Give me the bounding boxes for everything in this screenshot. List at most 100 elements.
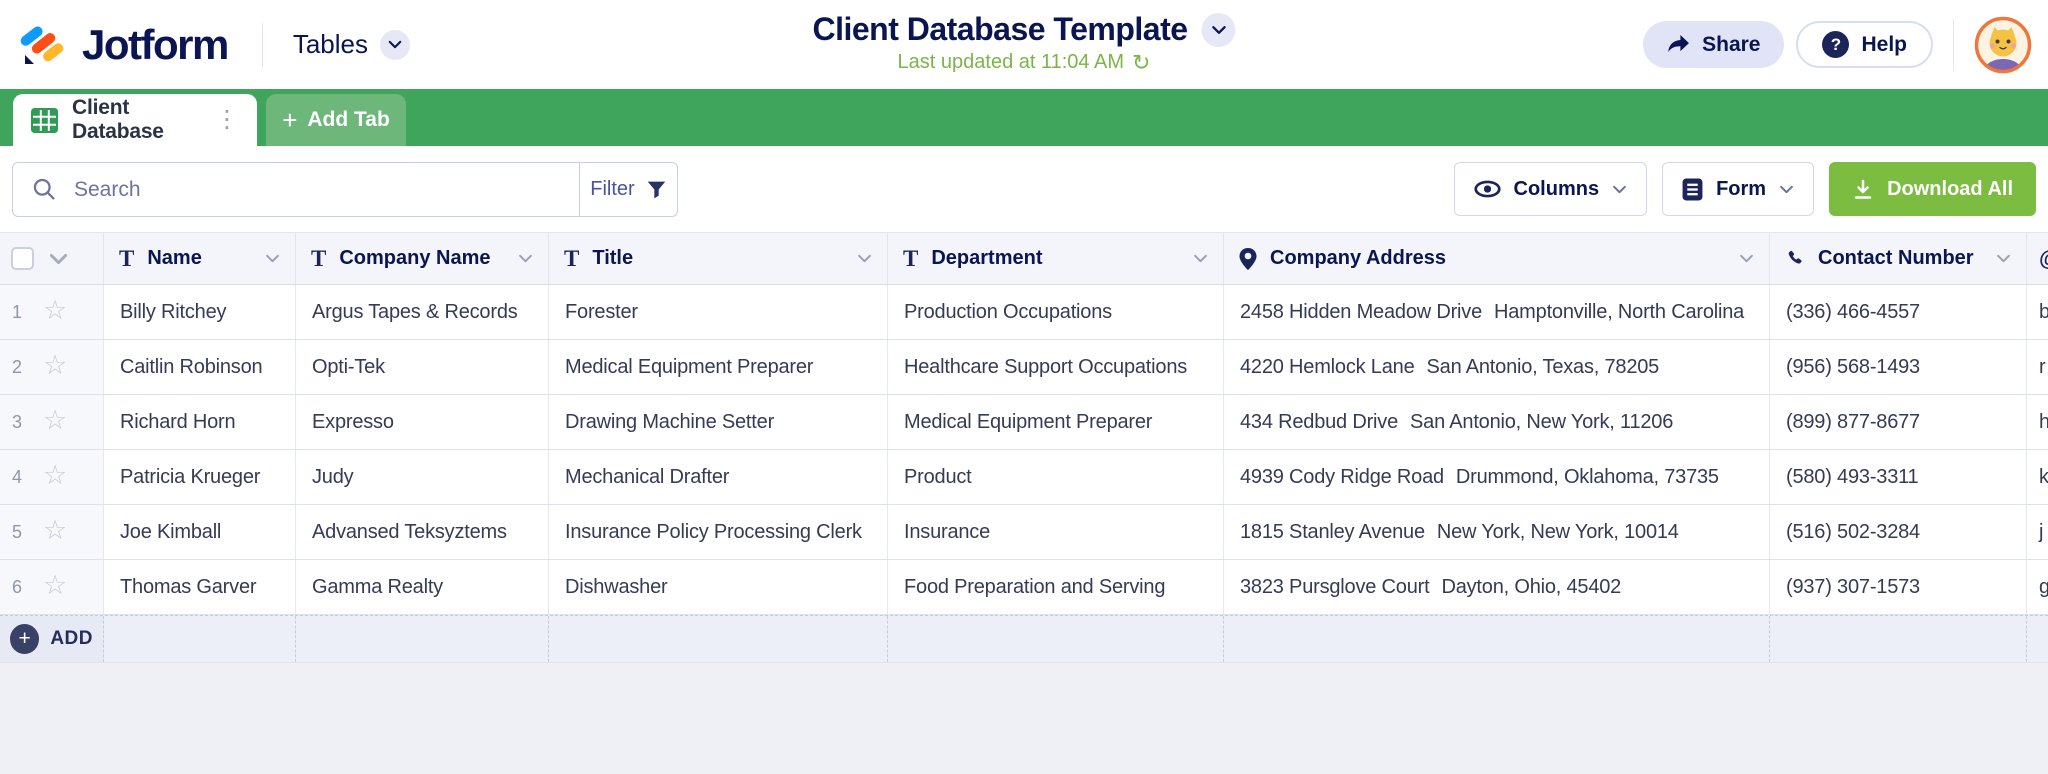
cell-department[interactable]: Product	[888, 450, 1224, 504]
star-icon[interactable]: ☆	[43, 515, 68, 545]
cell-address[interactable]: 4220 Hemlock Lane San Antonio, Texas, 782…	[1224, 340, 1770, 394]
filter-button[interactable]: Filter	[579, 163, 677, 216]
column-chevron-icon[interactable]	[1193, 254, 1208, 263]
column-chevron-icon[interactable]	[518, 254, 533, 263]
product-switcher[interactable]: Tables	[293, 29, 410, 60]
cell-address[interactable]: 434 Redbud Drive San Antonio, New York, 1…	[1224, 395, 1770, 449]
cell-address[interactable]: 2458 Hidden Meadow Drive Hamptonville, No…	[1224, 285, 1770, 339]
cell-email-partial[interactable]: r	[2039, 355, 2046, 378]
cell-name[interactable]: Thomas Garver	[104, 560, 296, 614]
cell-title[interactable]: Drawing Machine Setter	[549, 395, 888, 449]
cell-email-partial[interactable]: k	[2039, 465, 2048, 488]
avatar[interactable]	[1974, 16, 2032, 74]
tab-kebab-menu-icon[interactable]: ⋮	[215, 106, 239, 133]
cell-company[interactable]: Judy	[296, 450, 549, 504]
brand-wordmark[interactable]: Jotform	[82, 20, 229, 68]
cell-title[interactable]: Insurance Policy Processing Clerk	[549, 505, 888, 559]
address-street: 4939 Cody Ridge Road	[1240, 465, 1444, 488]
cell-department[interactable]: Healthcare Support Occupations	[888, 340, 1224, 394]
search-input[interactable]	[74, 177, 561, 202]
help-label: Help	[1861, 32, 1907, 56]
page-title[interactable]: Client Database Template	[812, 11, 1188, 47]
star-icon[interactable]: ☆	[43, 460, 68, 490]
column-chevron-icon[interactable]	[857, 254, 872, 263]
product-chevron-icon[interactable]	[380, 29, 410, 60]
cell-title[interactable]: Dishwasher	[549, 560, 888, 614]
cell-department[interactable]: Food Preparation and Serving	[888, 560, 1224, 614]
cell-company[interactable]: Advansed Teksyztems	[296, 505, 549, 559]
cell-email-partial[interactable]: b	[2039, 300, 2048, 323]
add-label: ADD	[50, 628, 93, 649]
select-all-checkbox[interactable]	[11, 247, 34, 270]
eye-icon	[1473, 180, 1501, 198]
cell-company[interactable]: Argus Tapes & Records	[296, 285, 549, 339]
cell-name[interactable]: Billy Ritchey	[104, 285, 296, 339]
help-button[interactable]: ? Help	[1796, 21, 1933, 68]
cell-department[interactable]: Production Occupations	[888, 285, 1224, 339]
add-row-button[interactable]: + ADD	[0, 616, 104, 662]
cell-email-partial[interactable]: g	[2039, 575, 2048, 598]
star-icon[interactable]: ☆	[43, 570, 68, 600]
column-header-company-address[interactable]: Company Address	[1224, 233, 1770, 284]
column-header-contact-number[interactable]: Contact Number	[1770, 233, 2027, 284]
download-all-button[interactable]: Download All	[1829, 162, 2036, 216]
column-header-name[interactable]: T Name	[104, 233, 296, 284]
cell-contact[interactable]: (956) 568-1493	[1770, 340, 2027, 394]
cell-title[interactable]: Medical Equipment Preparer	[549, 340, 888, 394]
cell-contact[interactable]: (580) 493-3311	[1770, 450, 2027, 504]
cell-name[interactable]: Caitlin Robinson	[104, 340, 296, 394]
download-all-label: Download All	[1887, 177, 2013, 200]
cell-name[interactable]: Richard Horn	[104, 395, 296, 449]
cell-address[interactable]: 4939 Cody Ridge Road Drummond, Oklahoma, …	[1224, 450, 1770, 504]
cell-address[interactable]: 3823 Pursglove Court Dayton, Ohio, 45402	[1224, 560, 1770, 614]
add-row: + ADD	[0, 615, 2048, 663]
cell-email-partial[interactable]: j	[2039, 520, 2044, 543]
add-row-spacer	[104, 616, 296, 662]
star-icon[interactable]: ☆	[43, 350, 68, 380]
cell-title[interactable]: Mechanical Drafter	[549, 450, 888, 504]
document-title-block: Client Database Template Last updated at…	[812, 11, 1236, 75]
table-row: 2 ☆ Caitlin Robinson Opti-Tek Medical Equ…	[0, 340, 2048, 395]
product-name: Tables	[292, 29, 368, 59]
cell-contact[interactable]: (336) 466-4557	[1770, 285, 2027, 339]
row-handle: 1 ☆	[0, 285, 104, 339]
column-chevron-icon[interactable]	[1996, 254, 2011, 263]
add-row-spacer	[888, 616, 1224, 662]
jotform-logo-icon[interactable]	[20, 22, 66, 68]
cell-title[interactable]: Forester	[549, 285, 888, 339]
cell-email-partial[interactable]: h	[2039, 410, 2048, 433]
column-header-department[interactable]: T Department	[888, 233, 1224, 284]
cell-contact[interactable]: (516) 502-3284	[1770, 505, 2027, 559]
column-chevron-icon[interactable]	[1739, 254, 1754, 263]
column-header-title[interactable]: T Title	[549, 233, 888, 284]
cell-company[interactable]: Gamma Realty	[296, 560, 549, 614]
cell-name[interactable]: Joe Kimball	[104, 505, 296, 559]
star-icon[interactable]: ☆	[43, 405, 68, 435]
column-chevron-icon[interactable]	[265, 254, 280, 263]
cell-name[interactable]: Patricia Krueger	[104, 450, 296, 504]
row-handle: 6 ☆	[0, 560, 104, 614]
select-menu-chevron-icon[interactable]	[49, 253, 68, 265]
title-chevron-icon[interactable]	[1201, 12, 1236, 47]
cell-address[interactable]: 1815 Stanley Avenue New York, New York, 1…	[1224, 505, 1770, 559]
star-icon[interactable]: ☆	[43, 295, 68, 325]
cell-contact[interactable]: (899) 877-8677	[1770, 395, 2027, 449]
form-button[interactable]: Form	[1662, 162, 1815, 216]
cell-company[interactable]: Expresso	[296, 395, 549, 449]
tab-client-database[interactable]: Client Database ⋮	[13, 94, 257, 146]
refresh-icon[interactable]: ↻	[1132, 49, 1151, 75]
share-button[interactable]: Share	[1643, 21, 1785, 68]
column-header-company-name[interactable]: T Company Name	[296, 233, 549, 284]
columns-button[interactable]: Columns	[1453, 162, 1648, 216]
cell-company[interactable]: Opti-Tek	[296, 340, 549, 394]
cell-contact[interactable]: (937) 307-1573	[1770, 560, 2027, 614]
add-tab-button[interactable]: + Add Tab	[266, 94, 406, 146]
cell-department[interactable]: Medical Equipment Preparer	[888, 395, 1224, 449]
row-handle: 2 ☆	[0, 340, 104, 394]
chevron-down-icon	[1780, 185, 1793, 193]
row-number: 4	[12, 466, 22, 487]
columns-label: Columns	[1513, 177, 1600, 200]
column-header-email-partial[interactable]: @	[2027, 233, 2048, 284]
cell-department[interactable]: Insurance	[888, 505, 1224, 559]
email-at-icon: @	[2039, 246, 2048, 272]
